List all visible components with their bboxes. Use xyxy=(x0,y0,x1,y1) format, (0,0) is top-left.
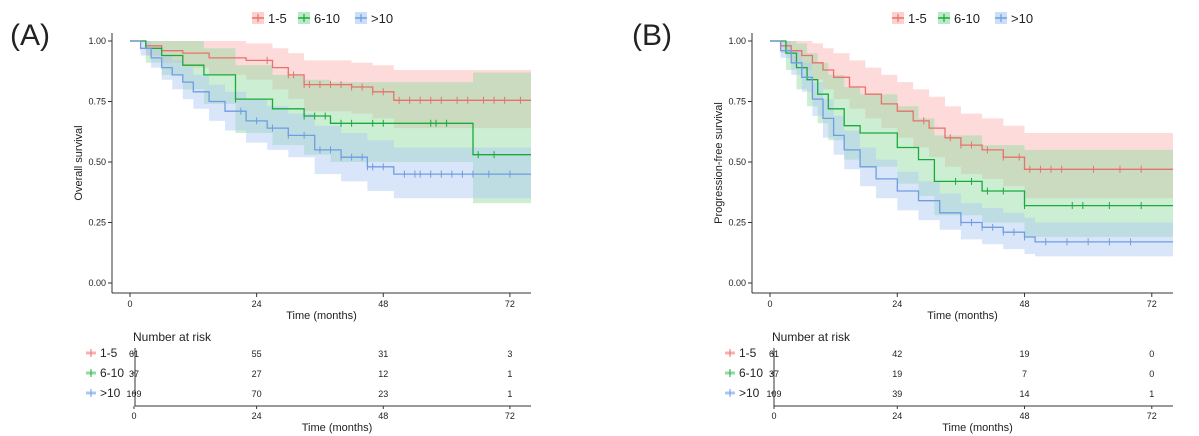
x-tick-label: 0 xyxy=(767,299,772,309)
risk-value: 3 xyxy=(507,349,512,359)
y-tick-label: 0.50 xyxy=(728,157,746,167)
y-tick-label: 0.75 xyxy=(88,97,106,107)
x-axis-label: Time (months) xyxy=(286,310,357,322)
risk-value: 1 xyxy=(507,389,512,399)
risk-value: 109 xyxy=(126,389,141,399)
risk-value: 109 xyxy=(766,389,781,399)
risk-x-tick-label: 0 xyxy=(771,411,776,421)
x-tick-label: 24 xyxy=(892,299,902,309)
y-tick-label: 1.00 xyxy=(88,36,106,46)
risk-value: 1 xyxy=(1149,389,1154,399)
risk-x-axis-label: Time (months) xyxy=(302,422,373,434)
risk-x-axis-label: Time (months) xyxy=(942,422,1013,434)
x-tick-label: 48 xyxy=(1020,299,1030,309)
survival-curve->10 xyxy=(770,40,1173,243)
risk-row-label: 6-10 xyxy=(100,366,124,380)
risk-row-label: 1-5 xyxy=(100,346,118,360)
ci-band->10 xyxy=(130,41,531,199)
y-tick-label: 1.00 xyxy=(728,36,746,46)
survival-curve-6-10 xyxy=(770,40,1173,207)
risk-table-title: Number at risk xyxy=(133,330,212,344)
risk-row-label: 1-5 xyxy=(739,346,757,360)
risk-value: 7 xyxy=(1022,369,1027,379)
y-tick-label: 0.00 xyxy=(728,278,746,288)
risk-row-label: >10 xyxy=(100,386,121,400)
risk-value: 70 xyxy=(252,389,262,399)
risk-value: 61 xyxy=(769,349,779,359)
risk-x-tick-label: 48 xyxy=(378,411,388,421)
risk-value: 37 xyxy=(769,369,779,379)
risk-value: 55 xyxy=(252,349,262,359)
risk-value: 12 xyxy=(378,369,388,379)
y-tick-label: 0.50 xyxy=(88,157,106,167)
x-tick-label: 72 xyxy=(505,299,515,309)
risk-value: 42 xyxy=(892,349,902,359)
survival-curve-1-5 xyxy=(770,40,1173,170)
y-tick-label: 0.00 xyxy=(88,278,106,288)
legend-label: >10 xyxy=(1011,11,1033,26)
legend-label: 6-10 xyxy=(314,11,340,26)
risk-value: 1 xyxy=(507,369,512,379)
risk-value: 27 xyxy=(252,369,262,379)
panel-label: (A) xyxy=(10,19,50,52)
x-tick-label: 0 xyxy=(127,299,132,309)
risk-value: 0 xyxy=(1149,369,1154,379)
risk-value: 61 xyxy=(129,349,139,359)
risk-x-tick-label: 24 xyxy=(892,411,902,421)
risk-table: Number at risk 1-5 61 42 19 0 6-10 37 19 7 0 >10 109… xyxy=(725,330,1173,434)
risk-x-tick-label: 24 xyxy=(252,411,262,421)
legend-label: >10 xyxy=(371,11,393,26)
y-axis-label: Overall survival xyxy=(73,125,85,200)
survival-curve-6-10 xyxy=(130,40,531,156)
ci-band-1-5 xyxy=(770,41,1173,199)
km-panel-a: (A) 1-5 6-10 >10 0.00 0.25 0.50 0.75 1.00 0 24 48 72… xyxy=(10,11,542,434)
risk-value: 39 xyxy=(892,389,902,399)
ci-band-6-10 xyxy=(770,41,1173,237)
risk-value: 14 xyxy=(1020,389,1030,399)
risk-table-title: Number at risk xyxy=(772,330,851,344)
km-panel-b: (B)1-5 6-10 >100.000.250.500.751.000 24 48 72… xyxy=(632,11,1173,434)
risk-x-tick-label: 0 xyxy=(131,411,136,421)
risk-value: 31 xyxy=(378,349,388,359)
y-tick-label: 0.25 xyxy=(88,218,106,228)
y-tick-label: 0.25 xyxy=(728,218,746,228)
x-tick-label: 24 xyxy=(252,299,262,309)
ci-band-6-10 xyxy=(130,41,542,204)
y-axis-label: Progression-free survival xyxy=(713,102,725,224)
ci-band->10 xyxy=(770,41,1173,257)
x-tick-label: 48 xyxy=(378,299,388,309)
risk-row-label: >10 xyxy=(739,386,760,400)
legend-label: 6-10 xyxy=(954,11,980,26)
legend: 1-5 6-10 >10 xyxy=(252,11,393,26)
risk-x-tick-label: 72 xyxy=(1147,411,1157,421)
risk-value: 0 xyxy=(1149,349,1154,359)
risk-value: 19 xyxy=(892,369,902,379)
legend: 1-5 6-10 >10 xyxy=(892,11,1033,26)
risk-row-label: 6-10 xyxy=(739,366,763,380)
panel-label: (B) xyxy=(632,19,672,52)
legend-label: 1-5 xyxy=(268,11,287,26)
risk-value: 19 xyxy=(1020,349,1030,359)
risk-value: 23 xyxy=(378,389,388,399)
risk-x-tick-label: 72 xyxy=(505,411,515,421)
x-axis-label: Time (months) xyxy=(927,310,998,322)
y-tick-label: 0.75 xyxy=(728,97,746,107)
risk-x-tick-label: 48 xyxy=(1020,411,1030,421)
x-tick-label: 72 xyxy=(1147,299,1157,309)
risk-value: 37 xyxy=(129,369,139,379)
legend-label: 1-5 xyxy=(908,11,927,26)
